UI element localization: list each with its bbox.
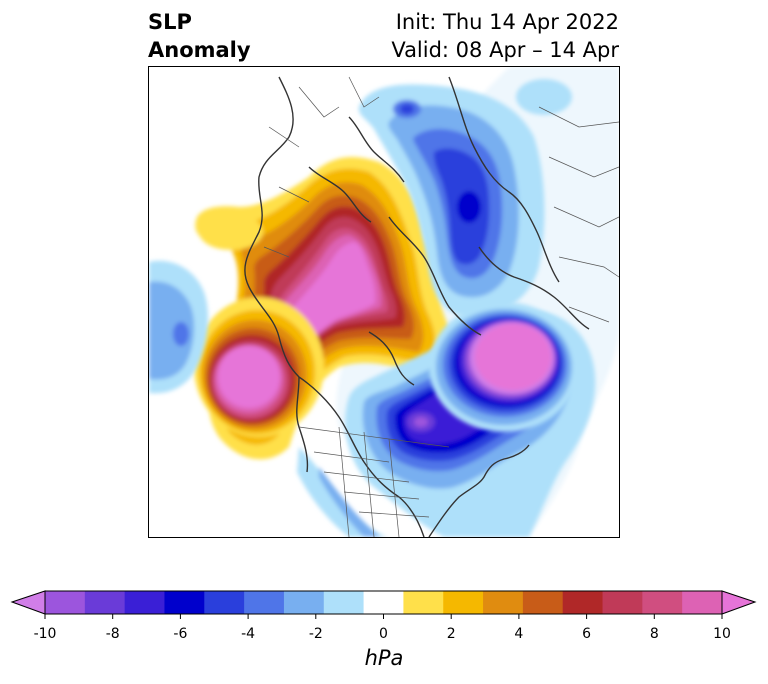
colorbar-cell bbox=[124, 591, 165, 614]
title-line-2: Anomaly bbox=[148, 38, 251, 62]
positive-anomaly-main bbox=[194, 157, 511, 529]
colorbar-cell bbox=[602, 591, 643, 614]
colorbar-max-extension bbox=[722, 591, 755, 614]
colorbar-cell bbox=[84, 591, 126, 614]
colorbar-cell bbox=[363, 591, 404, 614]
colorbar-cell bbox=[483, 591, 524, 614]
map-title: SLP Anomaly bbox=[148, 8, 251, 64]
valid-date-range: Valid: 08 Apr – 14 Apr bbox=[391, 38, 619, 62]
colorbar-cell bbox=[562, 591, 604, 614]
political-borders bbox=[263, 76, 619, 537]
colorbar-tick-label: 2 bbox=[446, 626, 456, 642]
colorbar-cell bbox=[403, 591, 444, 614]
colorbar-cell bbox=[323, 591, 365, 614]
colorbar-unit-label: hPa bbox=[364, 646, 404, 670]
colorbar-cell bbox=[164, 591, 205, 614]
colorbar-tick-label: 4 bbox=[514, 626, 524, 642]
colorbar-cell bbox=[45, 591, 86, 614]
negative-anomaly-europe bbox=[358, 79, 572, 317]
colorbar-cell bbox=[522, 591, 564, 614]
colorbar-tick-label: -6 bbox=[173, 626, 188, 642]
colorbar-cell bbox=[443, 591, 484, 614]
colorbar bbox=[10, 590, 757, 619]
colorbar-cell bbox=[682, 591, 723, 614]
map-canvas bbox=[149, 67, 619, 537]
date-info: Init: Thu 14 Apr 2022 Valid: 08 Apr – 14… bbox=[391, 8, 619, 64]
colorbar-cell bbox=[283, 591, 325, 614]
colorbar-min-extension bbox=[12, 591, 45, 614]
colorbar-tick-label: -4 bbox=[241, 626, 256, 642]
colorbar-tick-label: -8 bbox=[105, 626, 120, 642]
colorbar-tick-label: 0 bbox=[379, 626, 388, 642]
title-line-1: SLP bbox=[148, 10, 192, 34]
colorbar-tick-label: 6 bbox=[582, 626, 592, 642]
colorbar-cell bbox=[642, 591, 683, 614]
colorbar-tick-label: 10 bbox=[713, 626, 731, 642]
colorbar-cell bbox=[204, 591, 245, 614]
positive-anomaly-atlantic bbox=[429, 302, 579, 432]
anomaly-map bbox=[148, 66, 620, 538]
colorbar-tick-label: 8 bbox=[649, 626, 659, 642]
colorbar-cell bbox=[244, 591, 285, 614]
colorbar-tick-label: -2 bbox=[308, 626, 323, 642]
colorbar-tick-label: -10 bbox=[33, 626, 57, 642]
init-date: Init: Thu 14 Apr 2022 bbox=[395, 10, 619, 34]
coastlines bbox=[244, 76, 590, 537]
